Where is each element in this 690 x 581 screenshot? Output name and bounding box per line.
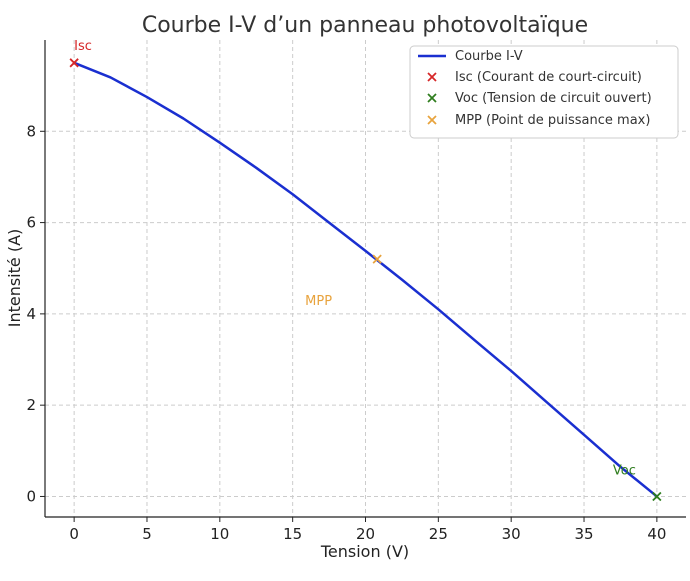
x-tick-label: 10 [210,525,229,543]
x-tick-label: 40 [647,525,666,543]
x-tick-label: 15 [283,525,302,543]
annotation-voc: Voc [613,463,636,478]
annotation-isc: Isc [74,39,92,54]
legend-label-mpp: MPP (Point de puissance max) [455,113,650,128]
legend-box [409,45,679,139]
y-tick-label: 0 [26,487,36,505]
legend-swatch-voc [427,93,437,103]
points-layer [69,58,662,502]
annotations: Isc Voc MPP [74,39,636,479]
x-tick-label: 25 [429,525,448,543]
y-tick-label: 8 [26,122,36,140]
y-tick-label: 6 [26,214,36,232]
chart-title: Courbe I-V d’un panneau photovoltaïque [142,13,588,38]
x-tick-label: 5 [142,525,152,543]
point-marker-isc [69,58,79,68]
x-tick-label: 35 [574,525,593,543]
series-line-iv [73,61,658,498]
x-axis-label: Tension (V) [320,542,409,561]
y-ticks: 0 2 4 6 8 [26,122,45,505]
legend-label-isc: Isc (Courant de court-circuit) [455,70,642,85]
legend-label-iv: Courbe I-V [455,49,523,64]
series-layer [73,61,658,498]
y-tick-label: 4 [26,305,36,323]
y-tick-label: 2 [26,396,36,414]
point-marker-mpp [372,254,382,264]
point-marker-voc [652,491,662,502]
x-tick-label: 20 [356,525,375,543]
legend-swatch-mpp [427,115,437,125]
x-ticks: 0 5 10 15 20 25 30 35 40 [69,517,666,543]
legend-label-voc: Voc (Tension de circuit ouvert) [455,91,652,106]
annotation-mpp: MPP [305,294,332,309]
x-tick-label: 0 [69,525,79,543]
legend-swatch-isc [427,72,437,82]
y-axis-label: Intensité (A) [5,229,24,328]
x-tick-label: 30 [502,525,521,543]
legend: Courbe I-V Isc (Courant de court-circuit)… [409,45,679,139]
